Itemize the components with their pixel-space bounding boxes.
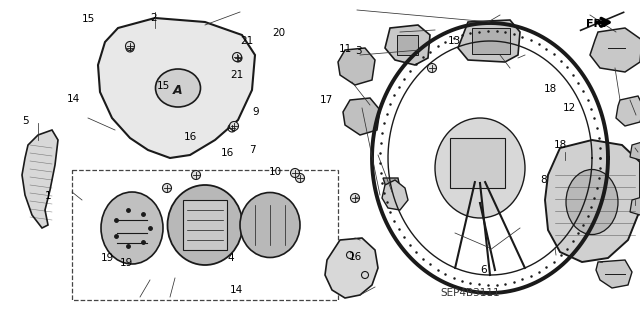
Text: 16: 16 xyxy=(184,132,196,142)
Circle shape xyxy=(230,122,239,130)
Ellipse shape xyxy=(101,192,163,264)
Polygon shape xyxy=(630,142,640,160)
Ellipse shape xyxy=(168,185,243,265)
Text: 12: 12 xyxy=(563,103,576,114)
Polygon shape xyxy=(596,260,632,288)
Polygon shape xyxy=(472,28,510,54)
Circle shape xyxy=(296,174,305,182)
Text: 16: 16 xyxy=(349,252,362,262)
Polygon shape xyxy=(22,130,58,228)
Circle shape xyxy=(291,168,300,177)
Text: 11: 11 xyxy=(339,44,352,55)
Polygon shape xyxy=(590,28,640,72)
Polygon shape xyxy=(98,18,255,158)
Text: 13: 13 xyxy=(448,36,461,47)
Text: 16: 16 xyxy=(221,148,234,158)
Text: 15: 15 xyxy=(157,81,170,91)
Circle shape xyxy=(191,170,200,180)
Text: 18: 18 xyxy=(554,140,566,150)
Polygon shape xyxy=(183,200,227,250)
Ellipse shape xyxy=(156,69,200,107)
Text: 4: 4 xyxy=(227,253,234,263)
Text: 7: 7 xyxy=(250,145,256,155)
Text: 19: 19 xyxy=(101,253,114,263)
Polygon shape xyxy=(630,197,640,215)
Text: 15: 15 xyxy=(82,14,95,24)
Polygon shape xyxy=(397,35,418,55)
Polygon shape xyxy=(545,140,640,262)
Text: 6: 6 xyxy=(480,264,486,275)
Text: SEP4B3111: SEP4B3111 xyxy=(440,288,500,299)
Text: FR.: FR. xyxy=(586,19,606,29)
Polygon shape xyxy=(458,20,520,62)
Text: 14: 14 xyxy=(67,94,80,104)
Circle shape xyxy=(125,41,134,50)
Polygon shape xyxy=(383,178,403,208)
Text: 5: 5 xyxy=(22,116,29,126)
Circle shape xyxy=(351,194,360,203)
Polygon shape xyxy=(382,180,408,210)
Text: 21: 21 xyxy=(230,70,243,80)
Polygon shape xyxy=(616,96,640,126)
Circle shape xyxy=(428,63,436,72)
Ellipse shape xyxy=(566,169,618,234)
Text: 10: 10 xyxy=(269,167,282,177)
Polygon shape xyxy=(325,238,378,298)
Circle shape xyxy=(163,183,172,192)
Text: 2: 2 xyxy=(150,12,157,23)
Text: 18: 18 xyxy=(544,84,557,94)
Text: 9: 9 xyxy=(253,107,259,117)
Ellipse shape xyxy=(435,118,525,218)
Text: A: A xyxy=(173,84,183,97)
Polygon shape xyxy=(385,25,430,65)
Polygon shape xyxy=(587,183,607,213)
Text: 8: 8 xyxy=(541,175,547,185)
Text: 3: 3 xyxy=(355,46,362,56)
Bar xyxy=(72,170,338,300)
Polygon shape xyxy=(450,138,505,188)
Circle shape xyxy=(232,53,241,62)
Text: 19: 19 xyxy=(120,258,133,268)
Text: 20: 20 xyxy=(272,28,285,39)
Polygon shape xyxy=(343,98,380,135)
Text: 1: 1 xyxy=(45,191,51,201)
Text: 14: 14 xyxy=(230,285,243,295)
Ellipse shape xyxy=(240,192,300,257)
Text: 21: 21 xyxy=(240,36,253,47)
Polygon shape xyxy=(338,48,375,85)
Text: 17: 17 xyxy=(320,95,333,106)
